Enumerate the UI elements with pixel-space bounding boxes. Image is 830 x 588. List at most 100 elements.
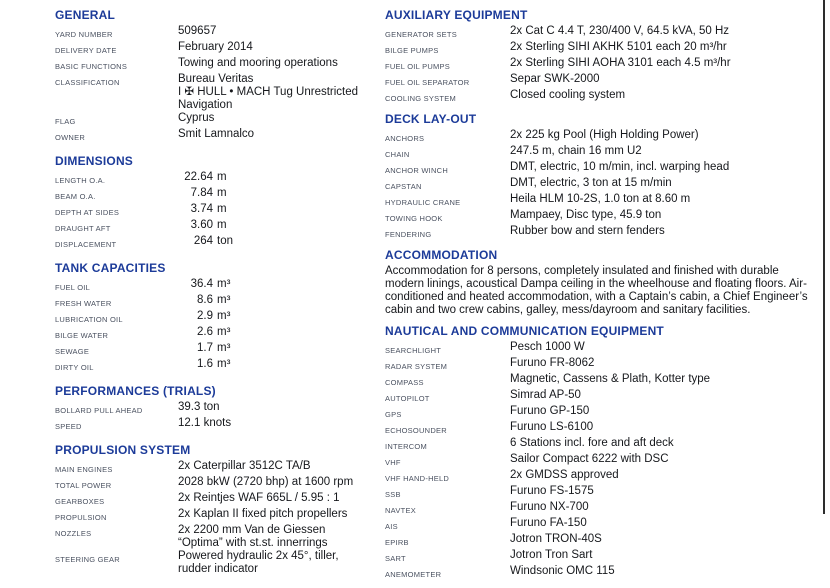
- spec-unit: ton: [217, 235, 233, 247]
- spec-label: FUEL OIL: [55, 283, 91, 292]
- spec-row: INTERCOM 6 Stations incl. fore and aft de…: [385, 437, 817, 453]
- spec-number: 1.7: [197, 342, 213, 354]
- spec-value: 2x Kaplan II fixed pitch propellers: [178, 508, 348, 520]
- spec-row: EPIRB Jotron TRON-40S: [385, 533, 817, 549]
- spec-value: Heila HLM 10-2S, 1.0 ton at 8.60 m: [510, 193, 691, 205]
- spec-unit: m: [217, 219, 227, 231]
- spec-label: TOWING HOOK: [385, 214, 443, 223]
- spec-value: Furuno NX-700: [510, 501, 589, 513]
- spec-value: February 2014: [178, 41, 253, 53]
- spec-value: 2x Caterpillar 3512C TA/B: [178, 460, 311, 472]
- spec-value: 12.1 knots: [178, 417, 232, 429]
- spec-label: VHF: [385, 458, 401, 467]
- spec-label: ANCHORS: [385, 134, 425, 143]
- spec-value: 7.84 m: [178, 187, 227, 200]
- spec-label: COMPASS: [385, 378, 424, 387]
- spec-value: Pesch 1000 W: [510, 341, 585, 353]
- spec-number: 2.9: [197, 310, 213, 322]
- spec-number: 2.6: [197, 326, 213, 338]
- spec-row: SEWAGE 1.7 m³: [55, 342, 377, 358]
- spec-row: SEARCHLIGHT Pesch 1000 W: [385, 341, 817, 357]
- spec-unit: m³: [217, 310, 231, 322]
- spec-label: GENERATOR SETS: [385, 30, 457, 39]
- spec-label: BILGE WATER: [55, 331, 109, 340]
- spec-row: NAVTEX Furuno NX-700: [385, 501, 817, 517]
- spec-row: LUBRICATION OIL 2.9 m³: [55, 310, 377, 326]
- spec-row: BILGE WATER 2.6 m³: [55, 326, 377, 342]
- spec-label: DRAUGHT AFT: [55, 224, 111, 233]
- spec-row: SSB Furuno FS-1575: [385, 485, 817, 501]
- spec-label: CAPSTAN: [385, 182, 422, 191]
- section-title: DIMENSIONS: [55, 154, 134, 168]
- section-dimensions: DIMENSIONS LENGTH O.A. 22.64 m BEAM O.A. 7.84…: [55, 154, 377, 251]
- section-title: PERFORMANCES (TRIALS): [55, 384, 216, 398]
- spec-value: 8.6 m³: [178, 294, 230, 307]
- section-title: PROPULSION SYSTEM: [55, 443, 191, 457]
- spec-row: FUEL OIL SEPARATOR Separ SWK-2000: [385, 73, 817, 89]
- column-right: AUXILIARY EQUIPMENT GENERATOR SETS 2x Cat …: [385, 8, 817, 588]
- spec-label: VHF HAND-HELD: [385, 474, 450, 483]
- accommodation-text: Accommodation for 8 persons, completely …: [385, 265, 808, 316]
- spec-label: MAIN ENGINES: [55, 465, 113, 474]
- spec-row: ECHOSOUNDER Furuno LS-6100: [385, 421, 817, 437]
- spec-number: 36.4: [190, 278, 213, 290]
- spec-value: 2x Sterling SIHI AOHA 3101 each 4.5 m³/h…: [510, 57, 731, 69]
- spec-label: ANCHOR WINCH: [385, 166, 448, 175]
- section-tank-capacities: TANK CAPACITIES FUEL OIL 36.4 m³ FRESH WATER…: [55, 261, 377, 374]
- spec-value: Furuno LS-6100: [510, 421, 594, 433]
- spec-value: 1.6 m³: [178, 358, 230, 371]
- spec-row: FENDERING Rubber bow and stern fenders: [385, 225, 817, 241]
- section-auxiliary-equipment: AUXILIARY EQUIPMENT GENERATOR SETS 2x Cat …: [385, 8, 817, 105]
- section-accommodation: ACCOMMODATION Accommodation for 8 persons…: [385, 248, 817, 317]
- spec-label: CHAIN: [385, 150, 410, 159]
- spec-value: 2x GMDSS approved: [510, 469, 619, 481]
- spec-label: LUBRICATION OIL: [55, 315, 123, 324]
- spec-number: 7.84: [190, 187, 213, 199]
- section-performances-trials: PERFORMANCES (TRIALS) BOLLARD PULL AHEAD 3…: [55, 384, 377, 433]
- spec-row: FUEL OIL 36.4 m³: [55, 278, 377, 294]
- spec-value: DMT, electric, 10 m/min, incl. warping h…: [510, 161, 730, 173]
- spec-value: Simrad AP-50: [510, 389, 581, 401]
- spec-number: 3.74: [190, 203, 213, 215]
- spec-value: 39.3 ton: [178, 401, 220, 413]
- spec-label: SPEED: [55, 422, 82, 431]
- spec-number: 3.60: [190, 219, 213, 231]
- spec-row: CLASSIFICATION Bureau Veritas I ✠ HULL • …: [55, 73, 377, 112]
- spec-value: Separ SWK-2000: [510, 73, 600, 85]
- spec-value: Jotron Tron Sart: [510, 549, 593, 561]
- spec-label: AUTOPILOT: [385, 394, 430, 403]
- spec-row: LENGTH O.A. 22.64 m: [55, 171, 377, 187]
- spec-value: Furuno FA-150: [510, 517, 587, 529]
- spec-row: GPS Furuno GP-150: [385, 405, 817, 421]
- spec-row: TOWING HOOK Mampaey, Disc type, 45.9 ton: [385, 209, 817, 225]
- spec-row: DISPLACEMENT 264 ton: [55, 235, 377, 251]
- spec-label: HYDRAULIC CRANE: [385, 198, 461, 207]
- spec-unit: m: [217, 203, 227, 215]
- spec-value: 36.4 m³: [178, 278, 231, 291]
- spec-number: 264: [193, 235, 213, 247]
- spec-row: DELIVERY DATE February 2014: [55, 41, 377, 57]
- spec-value: Towing and mooring operations: [178, 57, 338, 69]
- spec-number: 1.6: [197, 358, 213, 370]
- spec-value: 509657: [178, 25, 217, 37]
- spec-label: STEERING GEAR: [55, 555, 120, 564]
- spec-label: NAVTEX: [385, 506, 416, 515]
- spec-row: ANCHORS 2x 225 kg Pool (High Holding Powe…: [385, 129, 817, 145]
- spec-row: DRAUGHT AFT 3.60 m: [55, 219, 377, 235]
- spec-row: ANCHOR WINCH DMT, electric, 10 m/min, inc…: [385, 161, 817, 177]
- section-nautical-and-communication-equipment: NAUTICAL AND COMMUNICATION EQUIPMENT SEAR…: [385, 324, 817, 581]
- spec-value: Cyprus: [178, 112, 215, 124]
- spec-value: Mampaey, Disc type, 45.9 ton: [510, 209, 662, 221]
- spec-row: BASIC FUNCTIONS Towing and mooring operat…: [55, 57, 377, 73]
- spec-label: AIS: [385, 522, 398, 531]
- spec-row: AUTOPILOT Simrad AP-50: [385, 389, 817, 405]
- spec-value: Jotron TRON-40S: [510, 533, 602, 545]
- spec-row: FLAG Cyprus: [55, 112, 377, 128]
- spec-value: Sailor Compact 6222 with DSC: [510, 453, 669, 465]
- spec-unit: m: [217, 187, 227, 199]
- spec-label: OWNER: [55, 133, 85, 142]
- spec-value: 2x 225 kg Pool (High Holding Power): [510, 129, 699, 141]
- spec-value: 3.60 m: [178, 219, 227, 232]
- page-edge-line: [823, 0, 825, 514]
- spec-label: ECHOSOUNDER: [385, 426, 447, 435]
